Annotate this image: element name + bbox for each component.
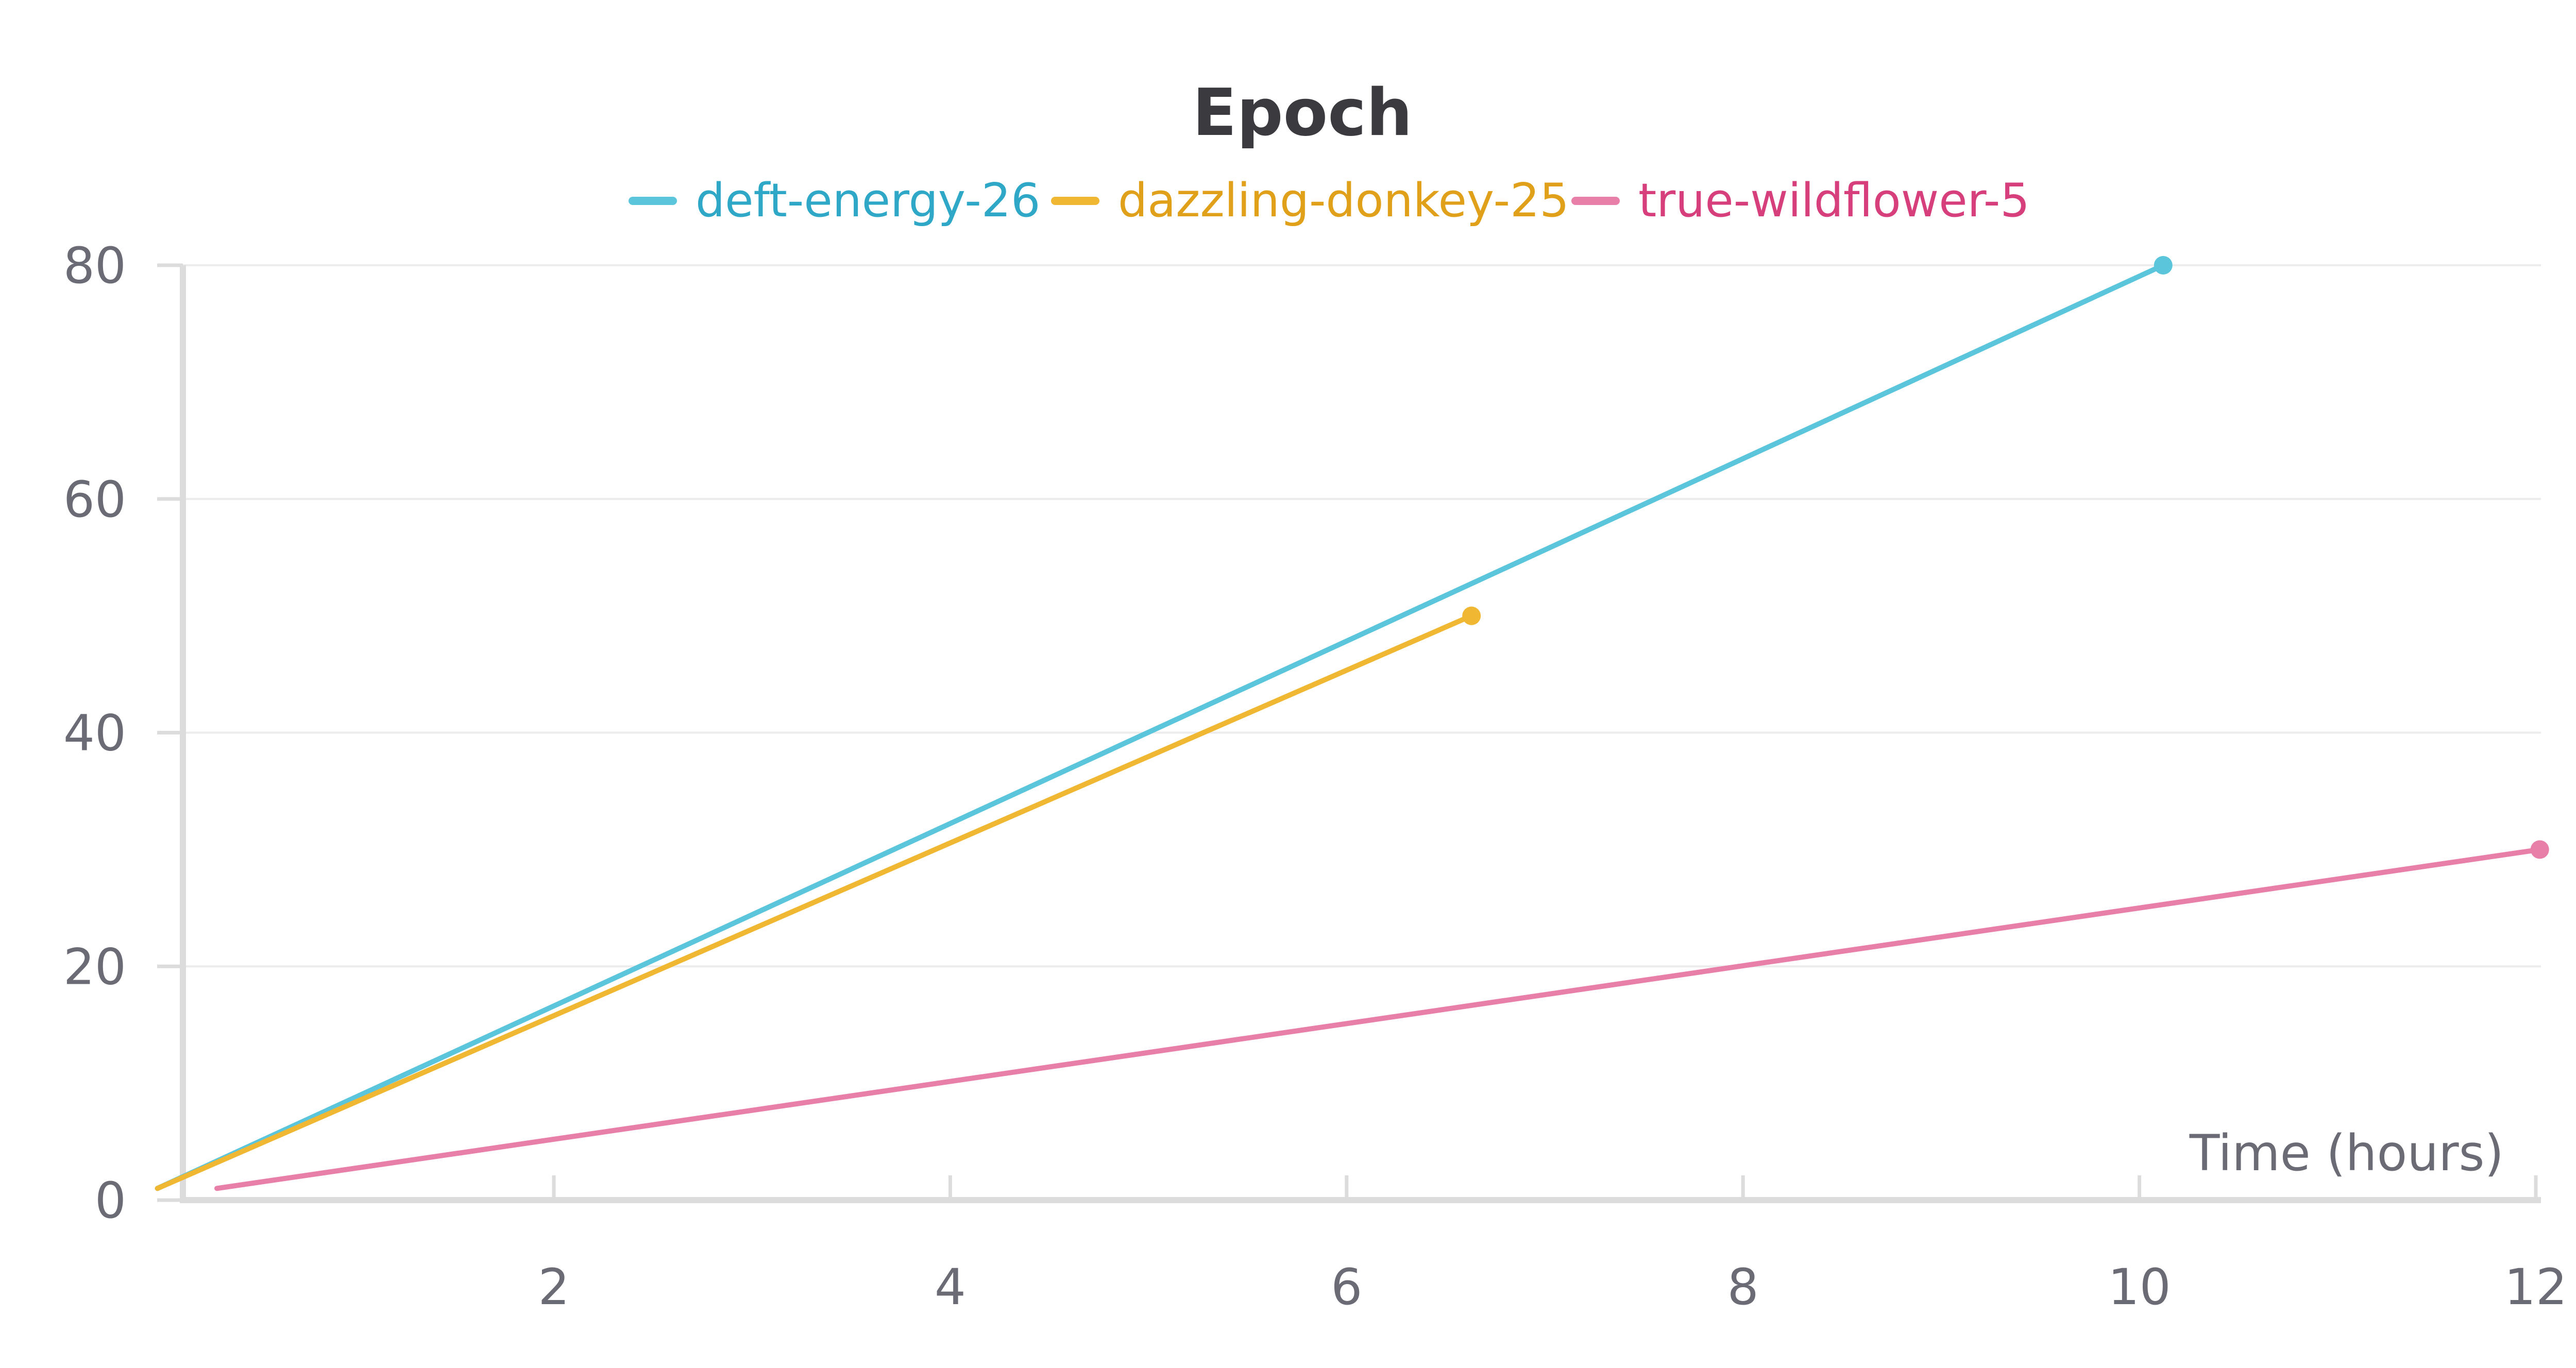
x-tick-label-4: 4 xyxy=(935,1258,966,1316)
x-axis-title: Time (hours) xyxy=(2189,1124,2504,1182)
x-tick-label-6: 6 xyxy=(1331,1258,1362,1316)
series-line-deft-energy-26 xyxy=(155,263,2166,1191)
y-tick-label-0: 0 xyxy=(95,1172,126,1229)
legend-label-dazzling-donkey-25: dazzling-donkey-25 xyxy=(1118,174,1569,228)
series-end-marker-true-wildflower-5 xyxy=(2530,840,2549,859)
x-axis-ticks: 2 4 6 8 10 12 xyxy=(538,1175,2567,1316)
x-tick-label-8: 8 xyxy=(1727,1258,1759,1316)
series-layer xyxy=(155,256,2549,1191)
x-tick-label-10: 10 xyxy=(2108,1258,2171,1316)
x-tick-label-2: 2 xyxy=(538,1258,569,1316)
series-line-dazzling-donkey-25 xyxy=(155,613,1475,1191)
y-tick-label-40: 40 xyxy=(63,705,126,762)
y-tick-label-60: 60 xyxy=(63,471,126,528)
chart-legend: deft-energy-26 dazzling-donkey-25 true-wil… xyxy=(629,174,2030,228)
y-tick-label-80: 80 xyxy=(63,237,126,295)
legend-label-deft-energy-26: deft-energy-26 xyxy=(696,174,1040,228)
grid-lines xyxy=(183,264,2541,968)
legend-label-true-wildflower-5: true-wildflower-5 xyxy=(1638,174,2030,228)
y-axis-ticks: 0 20 40 60 80 xyxy=(63,237,183,1229)
x-tick-label-12: 12 xyxy=(2504,1258,2567,1316)
chart-title: Epoch xyxy=(1192,75,1412,150)
y-tick-label-20: 20 xyxy=(63,938,126,996)
series-end-marker-dazzling-donkey-25 xyxy=(1462,606,1481,625)
series-line-true-wildflower-5 xyxy=(214,847,2543,1191)
axes xyxy=(180,265,2541,1203)
series-end-marker-deft-energy-26 xyxy=(2154,256,2173,275)
